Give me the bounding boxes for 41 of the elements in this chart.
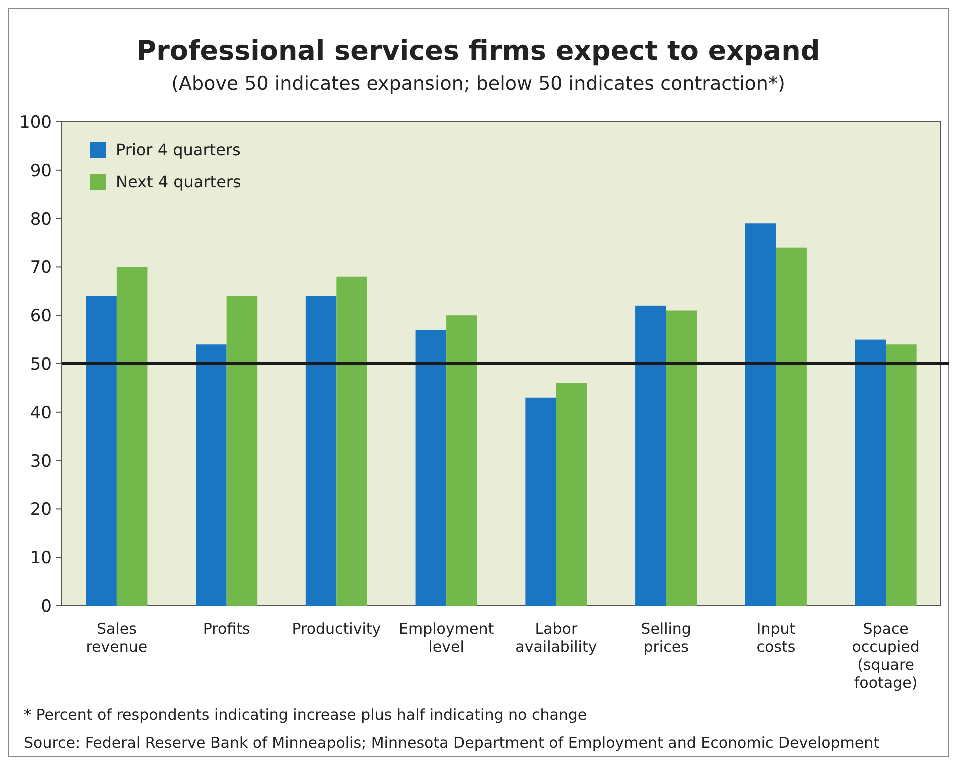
text: * Percent of respondents indicating increase plus half indicating no change: [24, 706, 588, 724]
x-tick-label: Labor availability: [516, 620, 598, 656]
bar: [196, 344, 227, 606]
x-tick-label: Profits: [203, 620, 250, 638]
chart-subtitle: (Above 50 indicates expansion; below 50 indicates contraction*): [172, 73, 786, 95]
legend-label: Next 4 quarters: [116, 172, 242, 192]
y-tick-label: 90: [30, 161, 52, 182]
y-tick-label: 30: [30, 452, 52, 472]
y-tick-label: 70: [30, 258, 52, 278]
y-tick-label: 20: [30, 500, 52, 520]
bar: [336, 276, 368, 606]
y-tick-label: 0: [41, 596, 52, 617]
bar: [776, 248, 807, 606]
x-tick-label: Productivity: [292, 620, 382, 638]
y-tick-label: 40: [30, 403, 52, 424]
x-tick-label: Space occupied (square footage): [852, 620, 920, 692]
y-tick-label: 100: [20, 112, 52, 133]
bar: [745, 224, 776, 606]
y-tick-label: 80: [30, 210, 52, 230]
x-tick-label: Selling prices: [641, 620, 692, 656]
bar: [886, 344, 917, 606]
source-note: Source: Federal Reserve Bank of Minneapolis; Minnesota Department of Employment and Economic Development: [24, 734, 880, 752]
x-tick-label: Employment level: [399, 620, 494, 656]
bar: [526, 398, 556, 606]
bar: [636, 306, 666, 606]
bar: [446, 316, 478, 606]
y-tick-label: 60: [30, 306, 52, 327]
bar: [416, 330, 447, 606]
bar: [116, 267, 148, 606]
y-tick-label: 50: [30, 354, 52, 375]
x-tick-label: Sales revenue: [86, 620, 148, 656]
x-tick-label: Input costs: [756, 620, 796, 656]
y-tick-label: 10: [30, 548, 52, 569]
bar: [86, 296, 117, 606]
chart-title: Professional services firms expect to expand: [136, 36, 820, 67]
bar: [855, 340, 886, 606]
bar: [556, 383, 588, 606]
bar: [226, 296, 258, 606]
bar: [306, 296, 337, 606]
legend-label: Prior 4 quarters: [116, 140, 241, 160]
bar: [666, 310, 698, 606]
